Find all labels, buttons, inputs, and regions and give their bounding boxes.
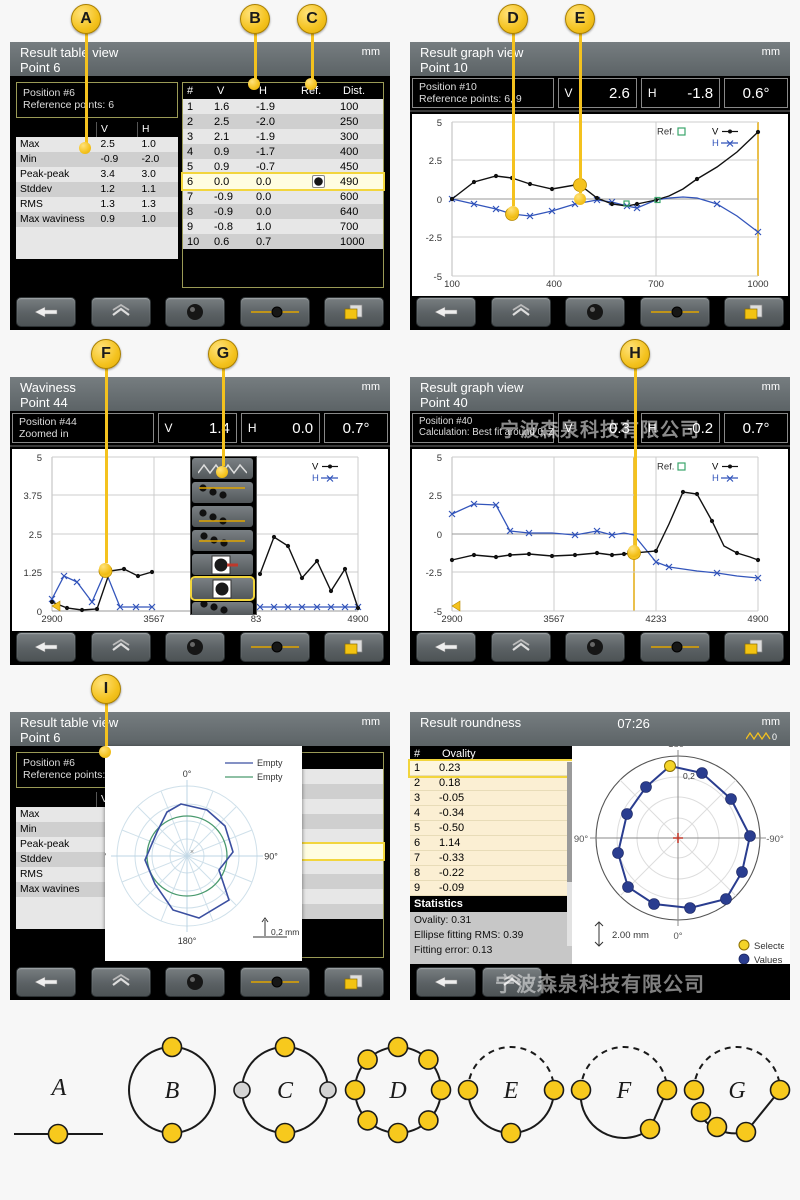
svg-text:3567: 3567 [543,614,564,625]
svg-text:90°: 90° [264,852,278,862]
svg-text:E: E [503,1078,519,1104]
svg-text:400: 400 [546,279,562,290]
svg-text:2.5: 2.5 [429,491,442,502]
svg-text:0: 0 [772,732,777,741]
svg-text:V: V [312,462,319,473]
svg-text:270°: 270° [105,852,107,862]
svg-text:2900: 2900 [41,614,62,625]
svg-text:A: A [50,1075,67,1101]
svg-text:90°: 90° [574,834,589,845]
svg-text:H: H [712,138,719,149]
svg-text:2.00 mm: 2.00 mm [612,930,649,941]
svg-text:-90°: -90° [766,834,784,845]
svg-text:-5: -5 [434,272,442,283]
svg-text:700: 700 [648,279,664,290]
svg-text:2.5: 2.5 [29,530,42,541]
svg-text:0,2 mm: 0,2 mm [271,927,299,937]
svg-text:2900: 2900 [441,614,462,625]
svg-text:2.5: 2.5 [429,156,442,167]
svg-text:H: H [712,473,719,484]
svg-text:V: V [712,127,719,138]
svg-text:0°: 0° [673,931,682,942]
svg-text:180°: 180° [178,936,197,946]
svg-text:5: 5 [37,453,42,464]
svg-text:Empty: Empty [257,772,283,782]
svg-text:H: H [312,473,319,484]
svg-text:V: V [712,462,719,473]
svg-text:4233: 4233 [645,614,666,625]
svg-text:Ref.: Ref. [657,127,674,138]
svg-text:0: 0 [437,530,442,541]
svg-text:3567: 3567 [143,614,164,625]
svg-text:G: G [728,1078,745,1104]
svg-text:3.75: 3.75 [24,491,43,502]
svg-text:0,2: 0,2 [683,771,695,781]
svg-text:-2.5: -2.5 [426,233,442,244]
svg-text:180°: 180° [668,746,688,750]
svg-text:0: 0 [437,195,442,206]
svg-text:4900: 4900 [347,614,368,625]
svg-text:0°: 0° [183,769,192,779]
svg-text:4900: 4900 [747,614,768,625]
svg-text:B: B [165,1078,180,1104]
svg-text:-2.5: -2.5 [426,568,442,579]
svg-text:Selected: Selected [754,941,784,952]
svg-text:5: 5 [437,453,442,464]
svg-text:Values: Values [754,955,783,964]
svg-text:83: 83 [251,614,262,625]
svg-text:D: D [388,1078,406,1104]
svg-text:5: 5 [437,118,442,129]
svg-text:Ref.: Ref. [657,462,674,473]
svg-text:×: × [190,849,194,856]
svg-text:100: 100 [444,279,460,290]
svg-text:F: F [616,1078,632,1104]
svg-text:C: C [277,1078,294,1104]
svg-text:1.25: 1.25 [24,568,43,579]
svg-text:Empty: Empty [257,758,283,768]
svg-text:1000: 1000 [747,279,768,290]
